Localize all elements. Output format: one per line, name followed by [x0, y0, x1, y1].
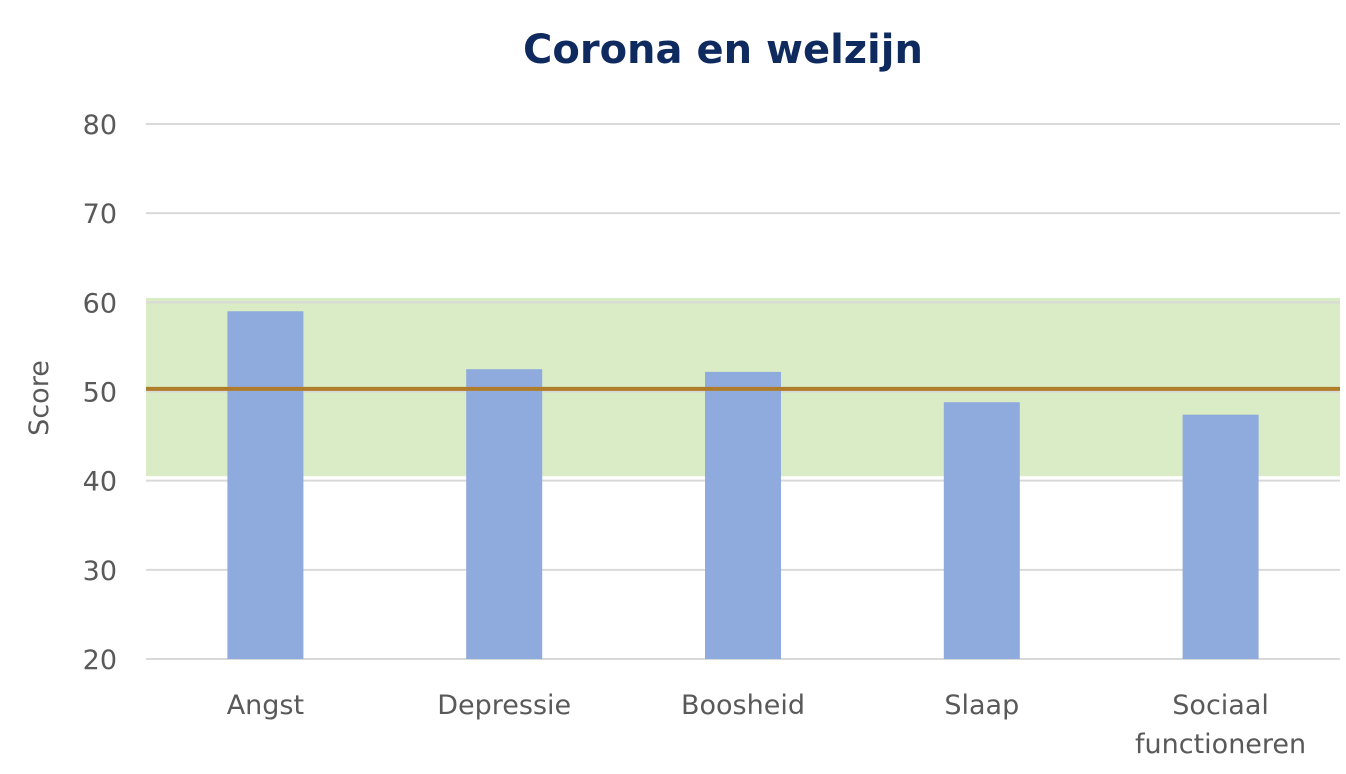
x-category-label-line: Slaap — [944, 690, 1019, 721]
y-tick-label: 50 — [83, 378, 117, 409]
y-tick-label: 60 — [83, 288, 117, 319]
x-category-labels: Angst Depressie Boosheid Slaap Sociaal functi… — [227, 690, 1306, 760]
y-axis-title: Score — [24, 360, 55, 436]
bar — [466, 369, 543, 659]
x-category-label-line: functioneren — [1135, 729, 1306, 760]
y-tick-label: 80 — [83, 110, 117, 141]
bar — [705, 371, 781, 659]
y-tick-label: 40 — [83, 467, 117, 498]
bar — [943, 402, 1020, 659]
x-category-label: Angst — [227, 690, 304, 721]
y-tick-label: 70 — [83, 199, 117, 230]
x-category-label-line: Depressie — [437, 690, 571, 721]
x-category-label: Boosheid — [681, 690, 805, 721]
x-category-label-line: Sociaal — [1172, 690, 1269, 721]
bar-layer — [227, 311, 1259, 659]
chart-title: Corona en welzijn — [523, 27, 923, 73]
bar — [1182, 414, 1259, 659]
y-tick-label: 20 — [83, 645, 117, 676]
x-category-label: Slaap — [944, 690, 1019, 721]
x-category-label: Depressie — [437, 690, 571, 721]
x-category-label-line: Boosheid — [681, 690, 805, 721]
x-category-label-line: Angst — [227, 690, 304, 721]
x-category-label: Sociaal functioneren — [1135, 690, 1306, 760]
y-tick-labels: 20 30 40 50 60 70 80 — [83, 110, 117, 676]
bar — [227, 311, 304, 659]
y-tick-label: 30 — [83, 556, 117, 587]
